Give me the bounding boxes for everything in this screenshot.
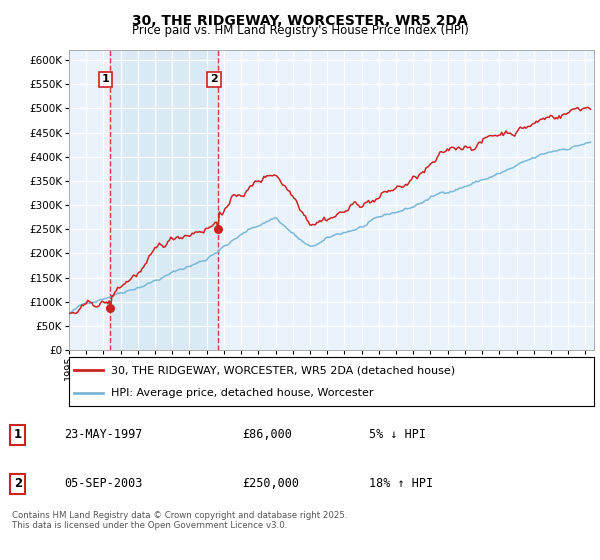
Text: 5% ↓ HPI: 5% ↓ HPI (369, 428, 426, 441)
Text: 1: 1 (14, 428, 22, 441)
Text: £250,000: £250,000 (242, 477, 299, 490)
Text: Price paid vs. HM Land Registry's House Price Index (HPI): Price paid vs. HM Land Registry's House … (131, 24, 469, 37)
Text: £86,000: £86,000 (242, 428, 292, 441)
Text: 1: 1 (102, 74, 110, 85)
Text: 2: 2 (14, 477, 22, 490)
Text: 18% ↑ HPI: 18% ↑ HPI (369, 477, 433, 490)
Text: 30, THE RIDGEWAY, WORCESTER, WR5 2DA: 30, THE RIDGEWAY, WORCESTER, WR5 2DA (132, 14, 468, 28)
Text: 30, THE RIDGEWAY, WORCESTER, WR5 2DA (detached house): 30, THE RIDGEWAY, WORCESTER, WR5 2DA (de… (111, 365, 455, 375)
Text: HPI: Average price, detached house, Worcester: HPI: Average price, detached house, Worc… (111, 388, 373, 398)
Bar (110, 50, 218, 350)
Text: Contains HM Land Registry data © Crown copyright and database right 2025.
This d: Contains HM Land Registry data © Crown c… (12, 511, 347, 530)
Text: 2: 2 (210, 74, 218, 85)
Text: 05-SEP-2003: 05-SEP-2003 (64, 477, 142, 490)
Text: 23-MAY-1997: 23-MAY-1997 (64, 428, 142, 441)
